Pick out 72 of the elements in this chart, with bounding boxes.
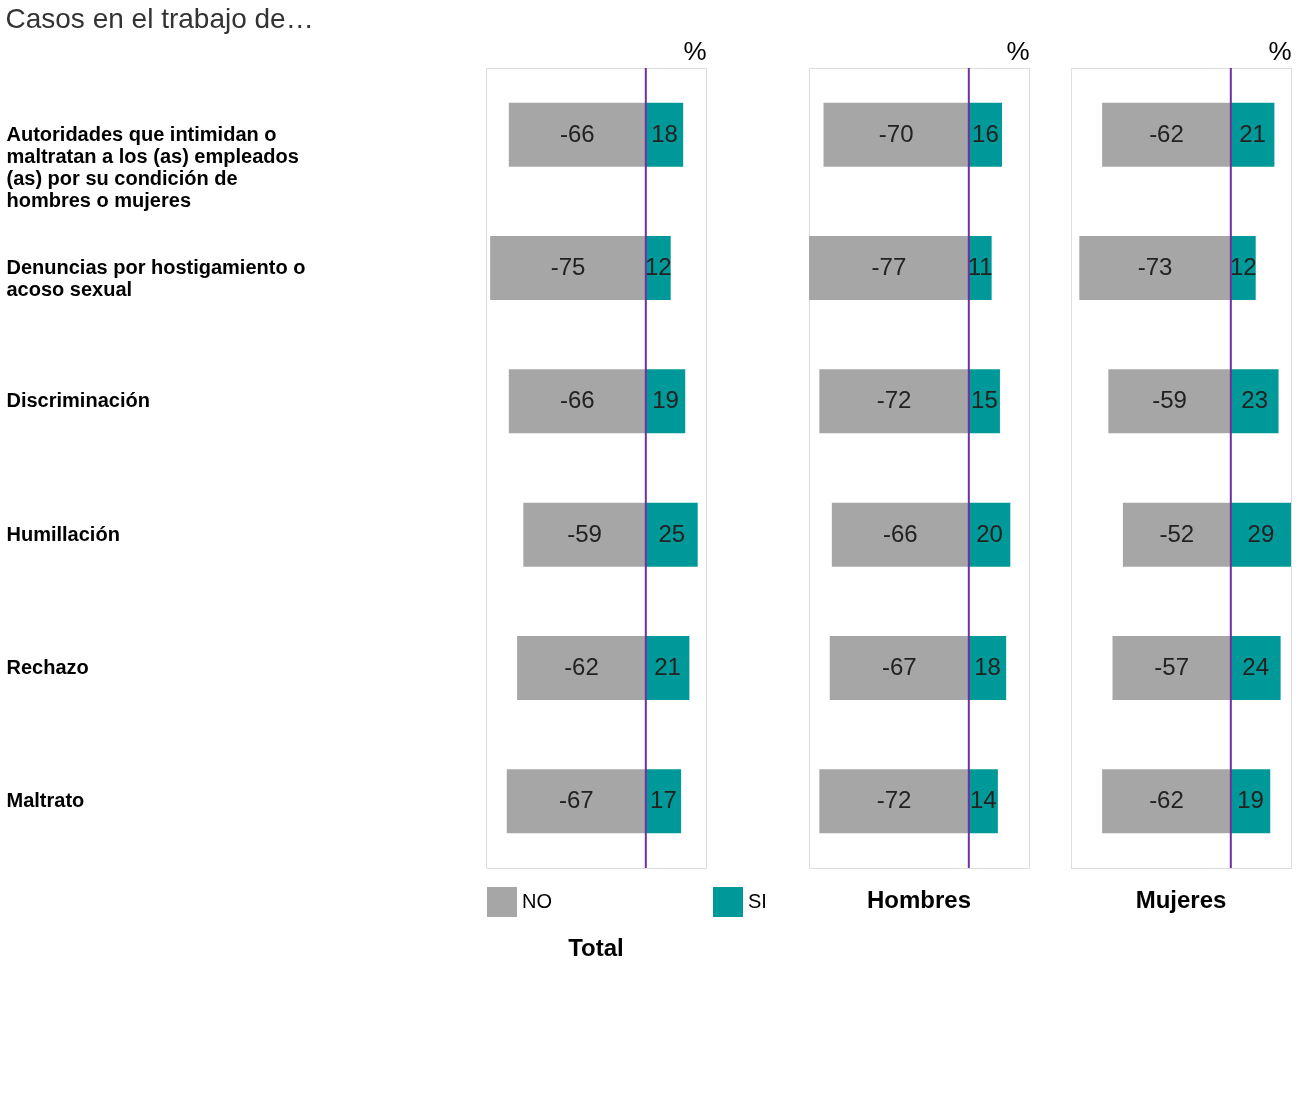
data-label: 21 xyxy=(654,653,681,680)
data-label: -52 xyxy=(1159,519,1195,547)
bar xyxy=(1230,102,1275,167)
data-label: -73 xyxy=(1137,253,1173,280)
bar xyxy=(1079,236,1231,300)
data-label: -62 xyxy=(1149,119,1184,147)
bar xyxy=(517,636,646,700)
data-label: 23 xyxy=(1241,386,1269,414)
bar xyxy=(831,502,969,567)
data-label: 29 xyxy=(1247,519,1275,547)
bar xyxy=(823,102,969,167)
bar xyxy=(1112,636,1231,700)
text: Total xyxy=(568,934,624,961)
data-label: 18 xyxy=(651,119,678,147)
bar xyxy=(1230,636,1281,700)
text: Hombres xyxy=(866,886,972,913)
y-tick-label: Rechazo xyxy=(6,656,89,678)
legend-label: NO xyxy=(522,890,552,912)
y-tick-label: Denuncias por hostigamiento o acoso sexual xyxy=(6,256,306,300)
y-tick-label: Discriminación xyxy=(6,389,150,412)
y-tick-label: Autoridades que intimidan o maltratan a los (as) empleados (as) por su condición de hombres o mujeres xyxy=(6,122,299,211)
data-label: 20 xyxy=(976,519,1003,547)
data-label: -67 xyxy=(881,653,917,680)
data-label: -66 xyxy=(559,386,595,414)
data-label: 24 xyxy=(1242,653,1270,680)
data-label: 21 xyxy=(1239,119,1266,147)
data-label: 25 xyxy=(658,519,686,547)
bar xyxy=(645,636,690,700)
bar xyxy=(506,769,646,834)
bar xyxy=(1102,102,1231,167)
data-label: -59 xyxy=(1152,386,1187,414)
y-tick-label: Maltrato xyxy=(6,789,85,812)
x-axis-title: % xyxy=(1268,35,1292,66)
data-label: -57 xyxy=(1154,653,1189,680)
bar xyxy=(490,236,646,300)
bar xyxy=(508,102,646,167)
data-label: -72 xyxy=(876,786,912,814)
bar xyxy=(1230,369,1279,434)
text: Casos en el trabajo de… xyxy=(5,2,314,34)
data-label: -59 xyxy=(567,519,602,547)
data-label: -66 xyxy=(559,119,595,147)
data-label: -67 xyxy=(558,786,594,814)
data-label: -62 xyxy=(1149,786,1184,814)
bar xyxy=(819,769,969,834)
bar xyxy=(1230,502,1291,567)
data-label: 14 xyxy=(969,786,997,814)
data-label: 17 xyxy=(650,786,677,814)
data-label: -70 xyxy=(878,119,914,147)
data-label: -62 xyxy=(564,653,599,680)
data-label: 18 xyxy=(974,653,1001,680)
bar xyxy=(829,636,969,700)
bar xyxy=(645,502,698,567)
data-label: 19 xyxy=(652,386,679,414)
bar xyxy=(1122,502,1231,567)
text: Mujeres xyxy=(1135,886,1227,913)
data-label: -75 xyxy=(550,253,586,280)
bar xyxy=(819,369,969,434)
x-axis-title: % xyxy=(1006,35,1030,66)
data-label: 15 xyxy=(971,386,998,414)
bar xyxy=(523,502,646,567)
y-tick-label: Humillación xyxy=(6,522,120,545)
data-label: -66 xyxy=(882,519,918,547)
data-label: -77 xyxy=(871,253,907,280)
data-label: -72 xyxy=(876,386,912,414)
bar xyxy=(1108,369,1231,434)
bar xyxy=(1102,769,1231,834)
bar xyxy=(508,369,646,434)
x-axis-title: % xyxy=(683,35,707,66)
data-label: 19 xyxy=(1237,786,1264,814)
legend-label: SI xyxy=(748,890,767,912)
bar xyxy=(809,236,969,300)
data-label: 16 xyxy=(972,119,999,147)
